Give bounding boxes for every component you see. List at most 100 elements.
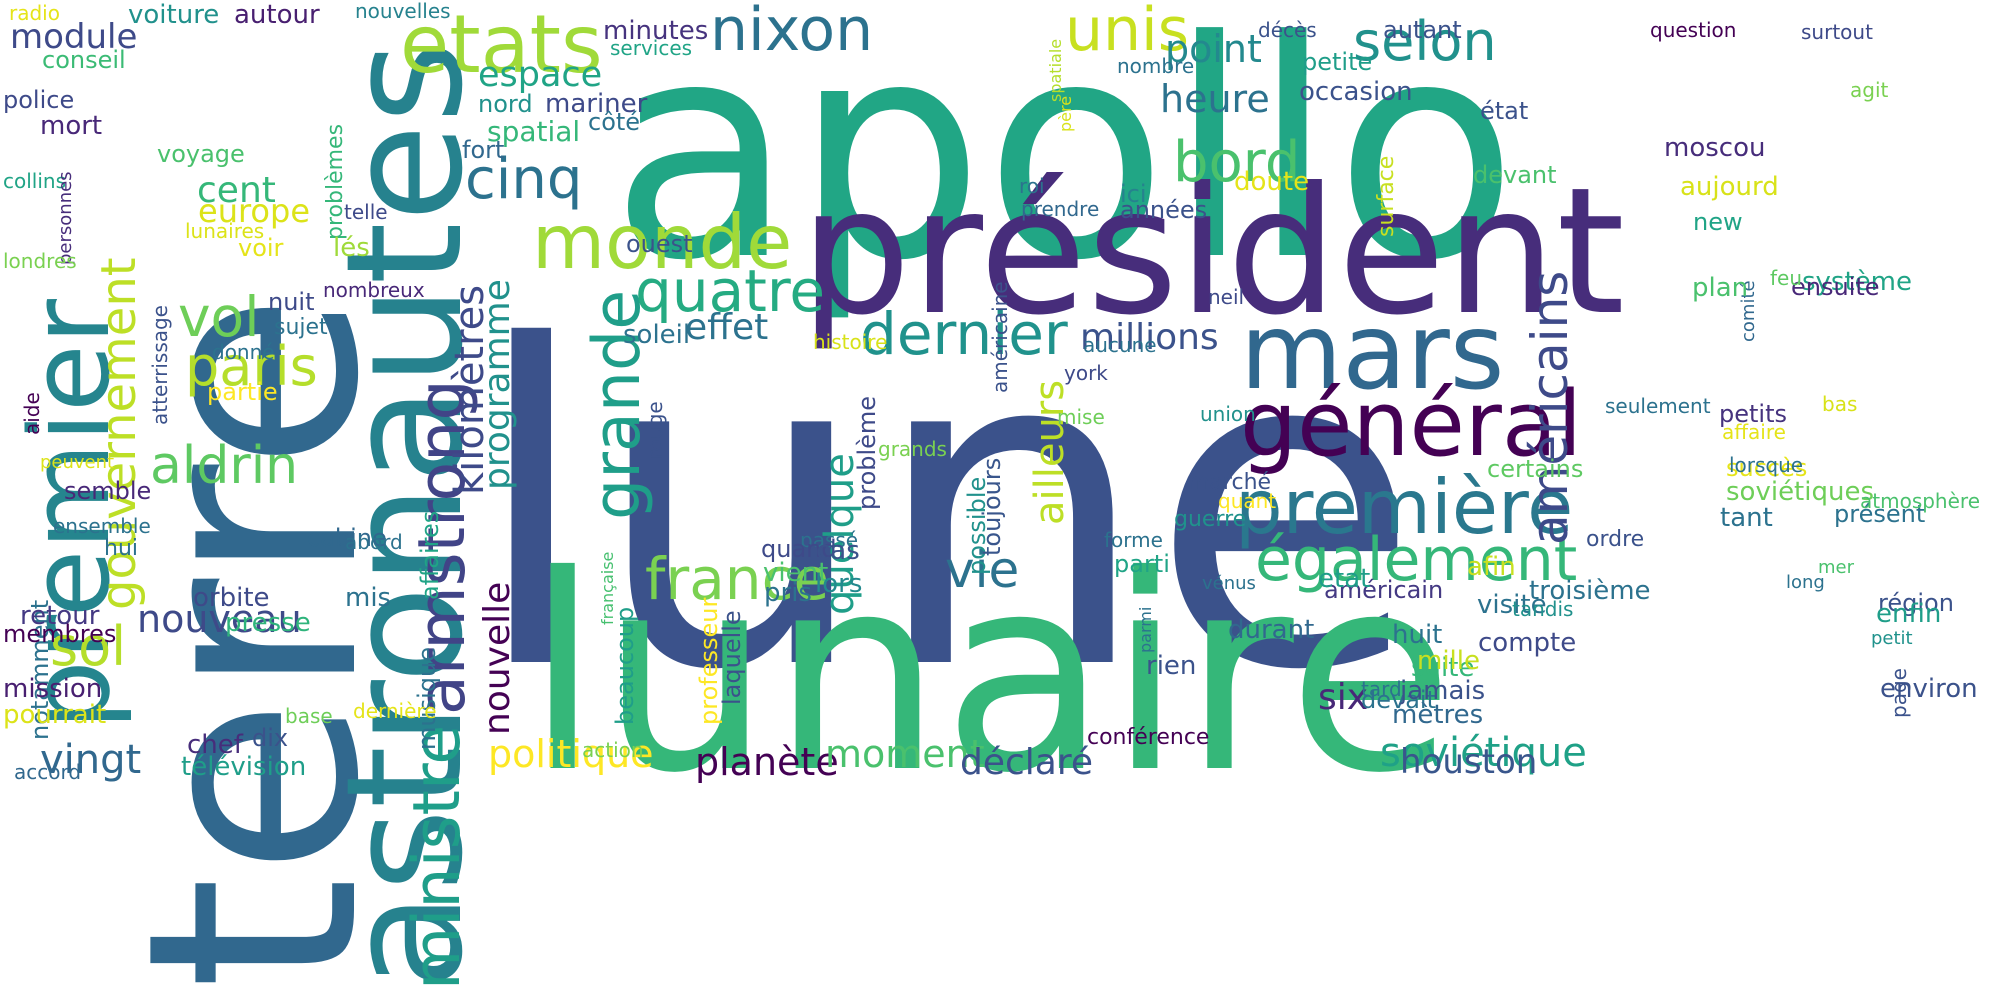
word: bas (1822, 392, 1858, 416)
word: base (285, 704, 333, 728)
word: atterrissage (148, 305, 172, 425)
word: mètres (1392, 700, 1484, 730)
word: hui (104, 536, 138, 561)
word: houston (1400, 742, 1538, 782)
word: monde (532, 198, 793, 286)
word: long (1786, 572, 1825, 593)
word: présent (1834, 500, 1926, 528)
word: président (800, 151, 1625, 354)
word: autant (1383, 16, 1462, 44)
word: surtout (1801, 20, 1873, 44)
word: américain (1324, 576, 1444, 604)
word: fort (462, 136, 505, 164)
word: aucune (1083, 333, 1157, 357)
word: décès (1258, 18, 1317, 42)
word: afin (1467, 552, 1516, 582)
word: télévision (181, 752, 307, 782)
word: devait (1361, 686, 1436, 714)
word: question (1650, 18, 1737, 42)
word: doute (1234, 167, 1310, 197)
word: affaires (416, 510, 444, 600)
word: grands (878, 437, 947, 461)
word: côté (588, 108, 641, 136)
word: ministre (400, 724, 475, 990)
word: bord (1173, 130, 1301, 195)
word: retour (20, 601, 100, 631)
word: politique (488, 732, 654, 776)
word: ailleurs (1027, 379, 1073, 525)
word: nouvelles (355, 0, 451, 23)
word: nixon (710, 0, 874, 65)
word: nombreux (323, 278, 425, 302)
word: ensuite (1791, 273, 1880, 301)
word: peuvent (40, 452, 115, 473)
word: quand (761, 535, 837, 563)
word: succès (1726, 454, 1808, 482)
word: partie (207, 378, 278, 406)
word: passé (800, 528, 859, 552)
word: mise (1057, 405, 1105, 429)
word: tandis (1512, 597, 1574, 621)
word: vie (945, 541, 1020, 599)
word: selon (1353, 10, 1497, 73)
word: mer (1818, 557, 1855, 578)
word: compte (1478, 628, 1577, 658)
word: presse (225, 608, 311, 638)
word: police (3, 86, 75, 114)
word: spatiale (1046, 38, 1065, 102)
word: ici (1120, 180, 1147, 208)
word: devant (1473, 161, 1557, 189)
word: vol (178, 285, 260, 349)
word: conférence (1087, 725, 1210, 750)
word: nord (478, 90, 533, 118)
word: général (1240, 372, 1583, 477)
word: marché (1188, 470, 1272, 495)
word: conseil (42, 46, 126, 74)
word: atmosphère (1860, 489, 1980, 513)
word: tant (1720, 503, 1773, 533)
word: française (598, 551, 617, 625)
word: point (1165, 27, 1262, 71)
word: visite (1477, 590, 1547, 620)
word: petit (1871, 628, 1913, 649)
word: cas (816, 536, 860, 566)
word: histoire (813, 330, 888, 354)
word: programme (477, 279, 518, 490)
word: union (1200, 402, 1256, 426)
word: new (1693, 208, 1743, 236)
word: neil (1208, 285, 1245, 309)
word: lés (333, 233, 370, 263)
word: prendre (1021, 197, 1100, 221)
word: mis (345, 583, 392, 613)
word: sol (50, 615, 127, 678)
word: mariner (545, 89, 648, 119)
word: spatial (487, 115, 581, 148)
word: apollo (610, 0, 1519, 326)
word: laquelle (718, 610, 746, 705)
word: moment (825, 732, 985, 776)
word: aldrin (150, 436, 299, 496)
word: mort (40, 111, 103, 141)
word: lune (470, 254, 1421, 766)
word: quant (1218, 489, 1277, 513)
word: quatre (635, 257, 826, 325)
word: tard (1361, 677, 1402, 701)
word: nuit (268, 288, 315, 316)
word: unis (1065, 0, 1189, 65)
word: abord (345, 530, 403, 554)
word: france (645, 545, 830, 613)
word: américains (1521, 270, 1579, 545)
word: rouge (643, 401, 667, 459)
word: york (1064, 361, 1108, 385)
word: six (1318, 677, 1369, 718)
word: guerre (1174, 507, 1247, 532)
word: planète (695, 740, 839, 784)
word: agit (1850, 78, 1889, 102)
word: surface (1374, 155, 1399, 237)
word: déclaré (960, 742, 1094, 783)
word: accord (14, 760, 82, 784)
word: espace (478, 55, 603, 95)
word: plan (1692, 273, 1749, 303)
word: années (1120, 196, 1208, 224)
